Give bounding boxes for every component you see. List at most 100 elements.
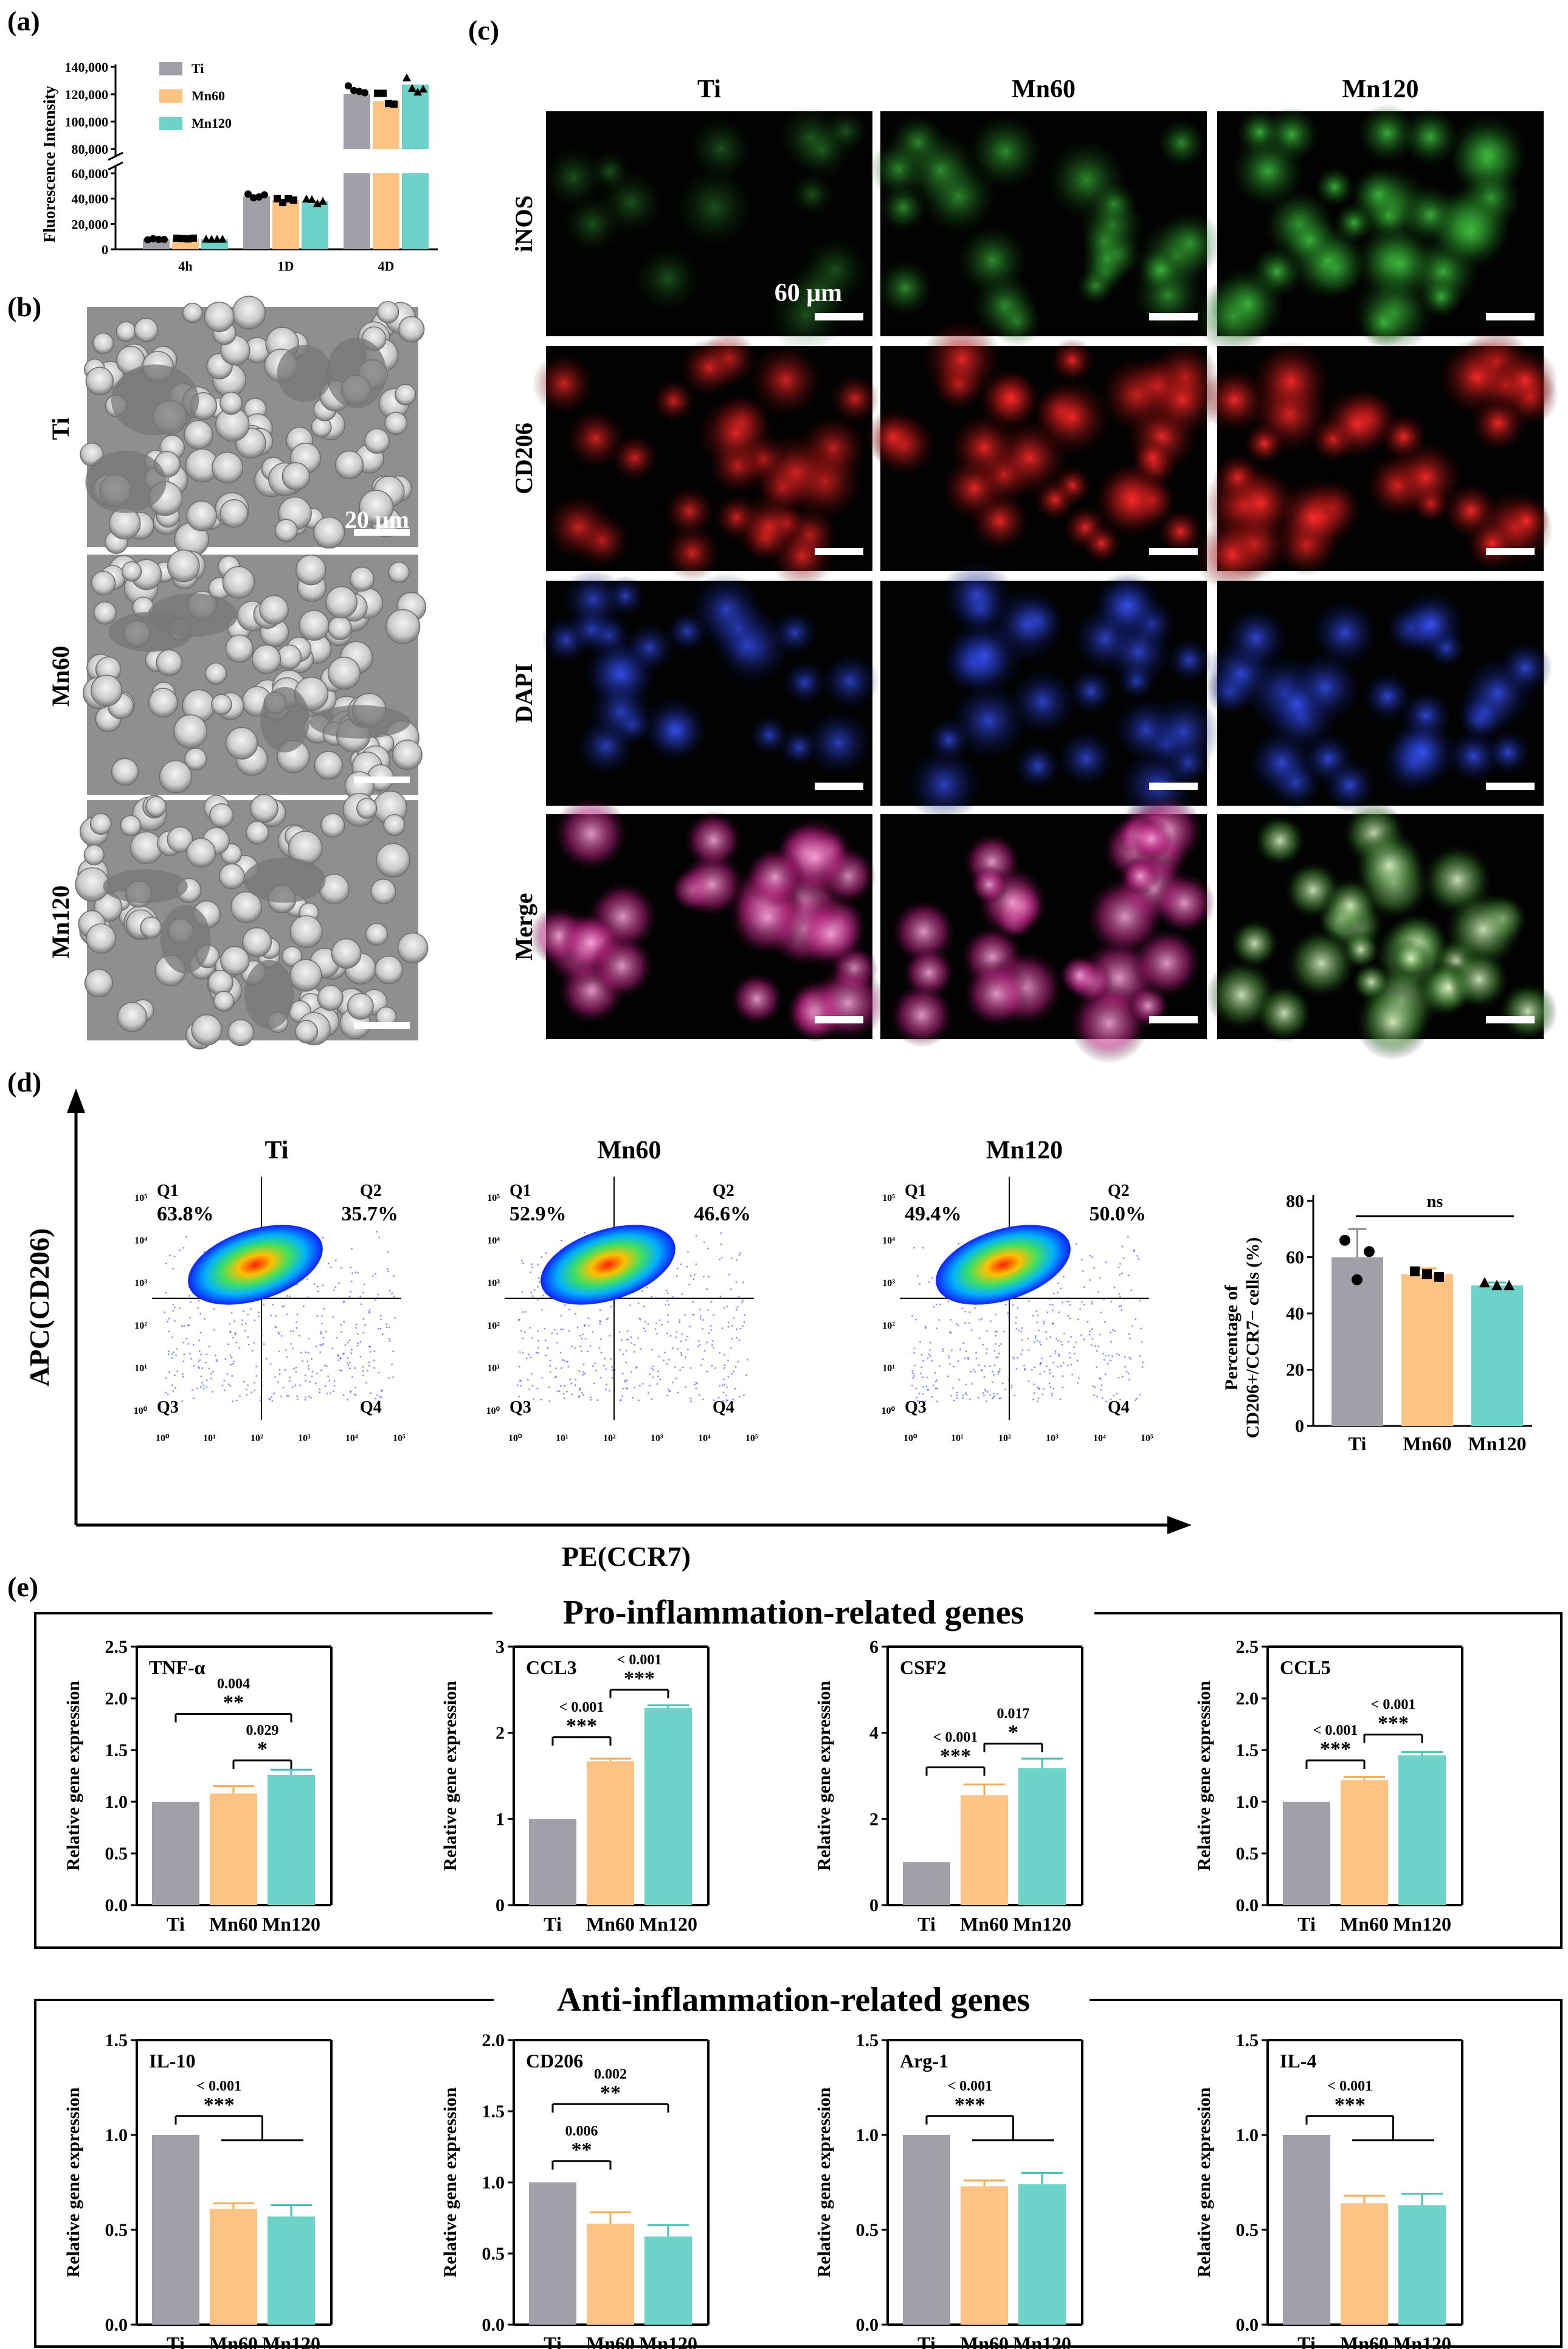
c-cell [1067,667,1116,716]
flow-dot [655,1296,657,1299]
flow-dot [639,1318,641,1321]
c-scale-bar [1486,548,1535,555]
sem-cell [383,814,406,836]
flow-dot [1128,1333,1130,1335]
flow-dot [977,1397,979,1399]
flow-dot [695,1387,697,1389]
flow-dot [626,1330,629,1332]
flow-dot [964,1357,965,1360]
flow-dot [970,1329,973,1331]
c-cell [1034,478,1077,522]
flow-dot [949,1363,951,1365]
flow-dot [722,1400,724,1402]
c-cell [1397,588,1467,659]
flow-dot [1052,1292,1055,1295]
flow-dot [378,1236,380,1239]
flow-dot [934,1387,937,1389]
c-cell [1351,167,1407,223]
flow-dot [719,1295,722,1298]
flow-dot [231,1375,233,1377]
flow-q-label: Q2 [713,1181,734,1200]
flow-dot [350,1352,353,1354]
flow-dot [606,1318,608,1320]
c-cell [889,982,955,1048]
flow-dot [522,1311,524,1313]
flow-dot [347,1362,349,1365]
gene-tick-label: 1.0 [482,2173,505,2193]
flow-dot [571,1345,573,1347]
flow-dot [324,1385,326,1387]
flow-dot [584,1372,586,1375]
flow-dot [290,1330,292,1332]
sem-substrate [309,705,410,739]
gene-tick-label: 2.5 [105,1637,128,1657]
flow-dot [541,1377,544,1379]
c-cell [1049,337,1095,383]
sem-substrate [85,451,167,513]
gene-ylabel: Relative gene expression [1194,1681,1214,1871]
flow-dot [278,1373,281,1375]
sem-cell [384,412,408,435]
flow-dot [733,1371,735,1372]
flow-dot [561,1358,564,1361]
flow-dot [187,1343,190,1345]
c-cell [1033,378,1111,456]
flow-dot [1075,1243,1077,1245]
flow-dot [354,1386,356,1389]
flow-ytick: 10² [487,1321,500,1331]
flow-dot [556,1390,559,1392]
flow-dot [1033,1383,1035,1385]
flow-dot [288,1295,291,1298]
flow-dot [965,1392,967,1394]
d-bar-tick-label: 20 [1286,1360,1304,1380]
gene-xlabel: Ti [917,1913,936,1935]
a-legend-label: Mn120 [192,116,232,131]
flow-dot [359,1341,362,1343]
flow-dot [528,1388,531,1390]
flow-dot [676,1267,679,1270]
flow-dot [658,1355,660,1358]
flow-dot [655,1322,657,1324]
flow-dot [720,1256,723,1259]
flow-dot [967,1358,969,1360]
gene-xlabel: Ti [1297,2333,1316,2349]
flow-dot [307,1352,309,1354]
gene-pvalue: 0.017 [997,1706,1030,1721]
flow-dot [376,1394,378,1396]
flow-dot [922,1376,924,1379]
flow-dot [524,1331,526,1334]
c-row-label: DAPI [510,663,537,723]
flow-dot [368,1309,371,1311]
flow-dot [924,1327,927,1329]
flow-dot [658,1319,661,1321]
flow-dot [382,1333,384,1335]
flow-dot [633,1351,635,1353]
flow-dot [548,1386,550,1388]
flow-dot [246,1394,248,1396]
gene-tick-label: 0.0 [1236,2315,1259,2335]
c-cell [679,851,746,918]
flow-dot [365,1382,367,1384]
flow-dot [1037,1397,1040,1400]
flow-dot [171,1384,173,1386]
flow-dot [519,1351,521,1353]
flow-dot [610,1358,612,1360]
flow-dot [208,1368,210,1369]
flow-dot [1027,1349,1030,1351]
flow-dot [1142,1361,1144,1363]
flow-dot [1037,1314,1039,1316]
flow-dot [993,1374,995,1376]
flow-dot [178,1249,181,1251]
c-cell [1310,598,1380,668]
flow-dot [679,1319,681,1321]
a-tick-label: 140,000 [65,60,109,75]
flow-dot [205,1361,207,1364]
flow-dot [1043,1371,1046,1373]
c-cell [903,132,978,207]
flow-dot [392,1376,395,1379]
flow-dot [731,1338,733,1340]
d-bar-tick-label: 60 [1286,1248,1304,1268]
a-bar-Mn60-high [373,101,399,149]
